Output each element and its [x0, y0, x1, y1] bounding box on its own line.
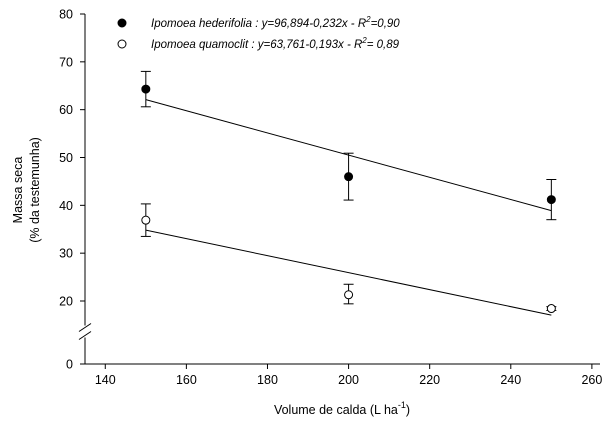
x-tick-label: 180	[257, 373, 278, 387]
legend-label: Ipomoea quamoclit : y=63,761-0,193x - R2…	[151, 36, 400, 51]
y-tick-label: 50	[59, 151, 73, 165]
y-tick-label: 60	[59, 103, 73, 117]
fit-line	[145, 229, 552, 316]
point	[141, 215, 151, 225]
y-axis-title: Massa seca	[11, 157, 25, 224]
y-axis-title: (% da testemunha)	[28, 137, 42, 243]
point	[344, 290, 354, 300]
x-axis-title-sup: -1	[398, 400, 406, 410]
legend-label: Ipomoea hederifolia : y=96,894-0,232x - …	[151, 15, 400, 30]
point	[546, 195, 556, 205]
legend-marker	[117, 39, 127, 49]
x-tick-label: 200	[338, 373, 359, 387]
y-tick-label: 70	[59, 55, 73, 69]
x-axis-title-end: )	[406, 403, 410, 417]
legend-text: Ipomoea quamoclit : y=63,761-0,193x - R	[151, 39, 362, 51]
y-tick-label: 20	[59, 295, 73, 309]
x-axis-title: Volume de calda (L ha-1)	[274, 400, 410, 417]
x-tick-label: 260	[581, 373, 602, 387]
legend-text-end: =0,90	[371, 18, 401, 30]
y-tick-label: 30	[59, 247, 73, 261]
x-tick-label: 240	[500, 373, 521, 387]
x-tick-label: 220	[419, 373, 440, 387]
y-tick-label: 40	[59, 199, 73, 213]
point	[344, 172, 354, 182]
legend-sup: 2	[361, 36, 367, 45]
legend-text-end: = 0,89	[367, 39, 400, 51]
y-tick-label: 0	[66, 358, 73, 372]
x-tick-label: 140	[95, 373, 116, 387]
axis-break	[78, 331, 92, 340]
x-axis-title-text: Volume de calda (L ha	[274, 403, 398, 417]
legend-text: Ipomoea hederifolia : y=96,894-0,232x - …	[151, 18, 366, 30]
y-tick-label: 80	[59, 8, 73, 22]
x-tick-label: 160	[176, 373, 197, 387]
legend-sup: 2	[365, 15, 371, 24]
legend-marker	[117, 18, 127, 28]
point	[141, 84, 151, 94]
point	[546, 304, 556, 314]
axis-break	[78, 323, 92, 332]
